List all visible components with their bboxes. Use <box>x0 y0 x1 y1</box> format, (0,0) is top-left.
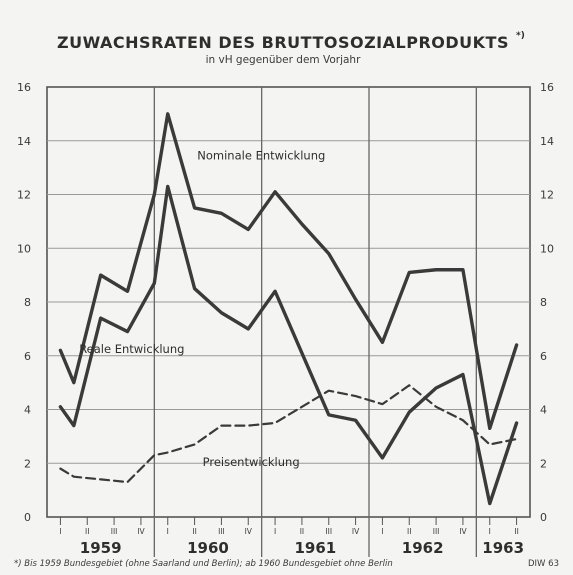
series-annotation: Nominale Entwicklung <box>197 149 325 163</box>
y-tick-label-right: 14 <box>540 135 554 148</box>
footnote: *) Bis 1959 Bundesgebiet (ohne Saarland … <box>14 559 393 569</box>
quarter-label: II <box>192 527 196 536</box>
y-tick-label-right: 16 <box>540 81 554 94</box>
y-tick-label-left: 4 <box>24 404 31 417</box>
quarter-label: I <box>381 527 383 536</box>
quarter-label: III <box>218 527 225 536</box>
quarter-label: III <box>111 527 118 536</box>
y-tick-label-left: 10 <box>17 242 31 255</box>
source-label: DIW 63 <box>528 559 559 569</box>
y-tick-label-right: 6 <box>540 350 547 363</box>
quarter-label: IV <box>459 527 467 536</box>
y-tick-label-left: 12 <box>17 189 31 202</box>
y-tick-label-right: 8 <box>540 296 547 309</box>
y-tick-label-left: 2 <box>24 457 31 470</box>
y-tick-label-right: 10 <box>540 242 554 255</box>
y-tick-label-right: 0 <box>540 511 547 524</box>
annotations: Nominale Entwicklung Reale Entwicklung Pre… <box>79 149 325 469</box>
y-tick-label-right: 4 <box>540 404 547 417</box>
year-label: 1959 <box>80 539 122 557</box>
quarter-label: III <box>325 527 332 536</box>
chart-subtitle: in vH gegenüber dem Vorjahr <box>206 54 362 66</box>
year-label: 1962 <box>402 539 444 557</box>
quarter-label: IV <box>245 527 253 536</box>
series-annotation: Preisentwicklung <box>203 455 300 469</box>
y-tick-labels: 0 0 2 2 4 4 6 6 8 8 10 10 12 12 14 14 16 16 <box>17 81 554 524</box>
y-tick-label-left: 6 <box>24 350 31 363</box>
chart-title: ZUWACHSRATEN DES BRUTTOSOZIALPRODUKTS <box>57 33 509 52</box>
quarter-label: I <box>59 527 61 536</box>
series-line <box>58 184 519 506</box>
y-tick-label-left: 0 <box>24 511 31 524</box>
quarter-label: IV <box>137 527 145 536</box>
y-tick-label-left: 8 <box>24 296 31 309</box>
y-tick-label-left: 14 <box>17 135 31 148</box>
quarter-label: II <box>85 527 89 536</box>
quarter-label: II <box>514 527 518 536</box>
y-tick-label-right: 12 <box>540 189 554 202</box>
series-lines <box>58 112 519 506</box>
title-footnote-marker: *) <box>516 31 525 41</box>
quarter-label: I <box>489 527 491 536</box>
quarter-label: I <box>274 527 276 536</box>
quarter-label: III <box>433 527 440 536</box>
series-line <box>58 112 519 431</box>
series-annotation: Reale Entwicklung <box>79 342 184 356</box>
y-tick-label-left: 16 <box>17 81 31 94</box>
quarter-label: II <box>407 527 411 536</box>
year-label: 1961 <box>294 539 336 557</box>
quarter-label: II <box>300 527 304 536</box>
year-label: 1960 <box>187 539 229 557</box>
series-line <box>59 384 518 484</box>
quarter-label: IV <box>352 527 360 536</box>
year-label: 1963 <box>482 539 524 557</box>
y-tick-label-right: 2 <box>540 457 547 470</box>
quarter-label: I <box>167 527 169 536</box>
